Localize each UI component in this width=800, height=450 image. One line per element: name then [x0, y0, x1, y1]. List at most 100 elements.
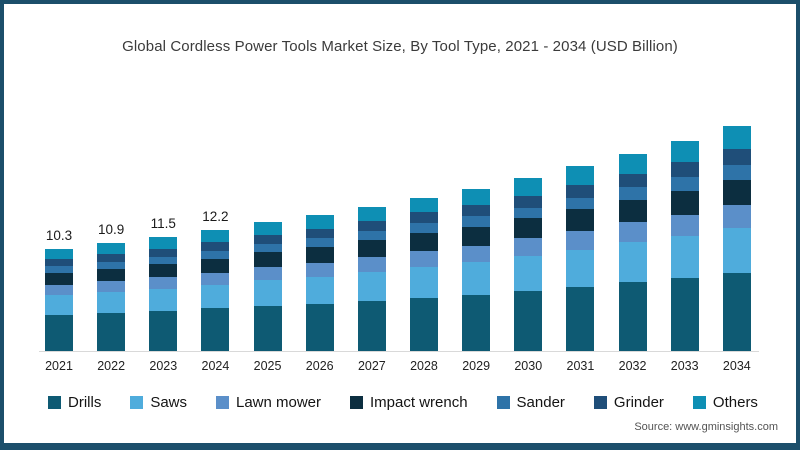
bar-segment-grinder — [514, 195, 543, 208]
bar-segment-lawn-mower — [670, 215, 699, 237]
bar-segment-sander — [149, 256, 178, 264]
bar-segment-grinder — [97, 254, 126, 262]
bar-stack-2033 — [670, 140, 699, 351]
bar-stack-2034 — [722, 126, 751, 351]
x-axis-label: 2033 — [670, 359, 699, 373]
bar-segment-lawn-mower — [514, 238, 543, 257]
bar-group-2029 — [462, 104, 491, 351]
x-axis-label: 2027 — [357, 359, 386, 373]
bar-segment-saws — [305, 276, 334, 304]
bar-segment-grinder — [618, 173, 647, 187]
bar-group-2026 — [305, 104, 334, 351]
bar-stack-2032 — [618, 153, 647, 351]
bar-segment-lawn-mower — [97, 280, 126, 292]
chart-title: Global Cordless Power Tools Market Size,… — [122, 38, 678, 55]
x-axis-label: 2030 — [514, 359, 543, 373]
bar-value-label: 10.3 — [45, 228, 73, 243]
legend-item-saws: Saws — [130, 394, 187, 411]
legend-label-impact-wrench: Impact wrench — [370, 394, 468, 411]
bar-segment-lawn-mower — [201, 272, 230, 285]
bar-segment-drills — [722, 272, 751, 351]
bar-segment-drills — [566, 286, 595, 351]
x-axis-label: 2028 — [410, 359, 438, 373]
bar-segment-drills — [253, 305, 282, 351]
bar-segment-others — [566, 165, 595, 185]
bar-segment-others — [722, 126, 751, 150]
plot-area: 10.3 10.9 11.5 12.2 — [45, 104, 751, 351]
bar-segment-sander — [618, 186, 647, 200]
bar-segment-impact-wrench — [201, 258, 230, 273]
bar-segment-others — [253, 222, 282, 236]
bar-segment-others — [618, 153, 647, 174]
bar-segment-impact-wrench — [514, 218, 543, 239]
bar-segment-impact-wrench — [45, 272, 73, 285]
bar-segment-grinder — [566, 184, 595, 198]
bar-segment-drills — [45, 315, 73, 351]
bar-segment-others — [201, 230, 230, 243]
legend: Drills Saws Lawn mower Impact wrench Sander G… — [48, 394, 758, 411]
bar-segment-lawn-mower — [305, 262, 334, 277]
x-axis-label: 2022 — [97, 359, 126, 373]
legend-swatch-grinder — [593, 396, 607, 409]
legend-swatch-others — [692, 396, 706, 409]
bar-value-label: 10.9 — [98, 222, 125, 238]
bar-group-2033 — [670, 104, 699, 351]
bar-segment-drills — [357, 300, 386, 351]
bar-segment-drills — [97, 313, 126, 351]
bar-segment-lawn-mower — [566, 231, 595, 251]
bar-segment-lawn-mower — [462, 246, 491, 262]
bar-segment-drills — [514, 290, 543, 351]
bar-segment-lawn-mower — [722, 205, 751, 229]
bar-segment-sander — [722, 164, 751, 180]
bar-segment-others — [149, 237, 178, 250]
bar-segment-sander — [201, 250, 230, 259]
legend-item-sander: Sander — [496, 394, 565, 411]
x-axis-label: 2024 — [201, 359, 230, 373]
bar-segment-grinder — [149, 249, 178, 257]
bar-value-label: 11.5 — [150, 216, 176, 232]
bar-segment-lawn-mower — [45, 284, 73, 295]
bar-segment-grinder — [357, 221, 386, 232]
bar-segment-drills — [201, 308, 230, 351]
bar-segment-grinder — [409, 212, 438, 224]
bar-segment-impact-wrench — [149, 263, 178, 277]
bar-segment-grinder — [253, 235, 282, 245]
bar-segment-sander — [45, 265, 73, 273]
x-axis-label: 2034 — [722, 359, 751, 373]
bar-segment-drills — [670, 277, 699, 351]
bar-segment-impact-wrench — [357, 240, 386, 257]
bar-segment-grinder — [45, 259, 73, 266]
legend-label-sander: Sander — [516, 394, 565, 411]
legend-swatch-impact-wrench — [350, 396, 364, 409]
source-credit: Source: www.gminsights.com — [634, 421, 778, 433]
bar-segment-sander — [670, 176, 699, 191]
bar-segment-drills — [409, 297, 438, 351]
legend-swatch-saws — [130, 396, 144, 409]
bar-stack-2023 — [149, 237, 178, 351]
bar-segment-saws — [45, 294, 73, 316]
bar-segment-others — [97, 243, 126, 255]
bar-stack-2028 — [409, 197, 438, 351]
bar-segment-grinder — [722, 149, 751, 165]
bar-segment-impact-wrench — [722, 179, 751, 206]
bar-stack-2030 — [514, 177, 543, 351]
x-axis-label: 2029 — [462, 359, 491, 373]
bar-group-2034 — [722, 104, 751, 351]
bar-segment-sander — [305, 238, 334, 248]
bar-stack-2026 — [305, 215, 334, 351]
bar-segment-sander — [357, 231, 386, 241]
bar-segment-sander — [253, 244, 282, 253]
bar-segment-saws — [670, 236, 699, 278]
bar-segment-saws — [566, 250, 595, 287]
bar-segment-impact-wrench — [97, 268, 126, 281]
legend-item-lawn-mower: Lawn mower — [215, 394, 321, 411]
bar-segment-impact-wrench — [253, 252, 282, 267]
bar-segment-impact-wrench — [462, 227, 491, 247]
bar-segment-saws — [149, 288, 178, 312]
bar-segment-others — [514, 177, 543, 196]
bar-segment-impact-wrench — [409, 233, 438, 252]
bar-segment-others — [462, 188, 491, 205]
x-axis-line — [39, 351, 759, 352]
bar-segment-sander — [97, 261, 126, 269]
